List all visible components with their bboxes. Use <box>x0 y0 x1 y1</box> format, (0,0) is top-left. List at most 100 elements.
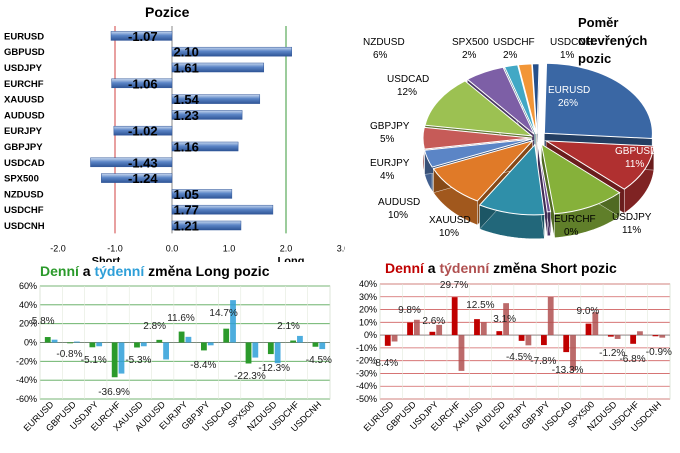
bar-daily <box>563 335 570 353</box>
short-title-rest: změna Short pozic <box>489 260 617 276</box>
pie-label-pct: 12% <box>397 87 417 98</box>
position-bar <box>171 62 265 73</box>
bar-weekly <box>503 303 509 336</box>
plot-area <box>379 283 671 400</box>
short-change-title: Denní a týdenní změna Short pozic <box>385 260 617 276</box>
y-tick-label: 60% <box>19 281 37 291</box>
bar-daily <box>451 297 458 336</box>
pie-slice-eurjpy <box>423 138 532 168</box>
pie-label-name: NZDUSD <box>363 37 405 48</box>
pie-slice-eurchf <box>537 142 552 213</box>
position-value-label: -1.43 <box>128 155 158 170</box>
pie-title-line-1: Poměr <box>578 15 619 30</box>
pie-label-name: EURCHF <box>554 214 596 225</box>
bar-weekly <box>297 335 303 343</box>
bar-daily <box>630 335 637 344</box>
value-label: 5.8% <box>32 316 55 327</box>
bar-daily <box>652 335 659 337</box>
x-tick-label: 0.0 <box>166 243 179 253</box>
position-value-label: 1.23 <box>174 108 199 123</box>
category-label: EURUSD <box>4 31 44 42</box>
bar-daily <box>384 335 391 346</box>
position-value-label: 1.16 <box>174 140 199 155</box>
y-tick-label: -40% <box>16 375 37 385</box>
bar-daily <box>290 340 297 343</box>
pie-label-pct: 10% <box>388 210 408 221</box>
x-tick-label: 1.0 <box>223 243 236 253</box>
y-tick-label: 40% <box>359 279 377 289</box>
short-title-weekly: týdenní <box>439 260 490 276</box>
pie-label-name: AUDUSD <box>378 197 420 208</box>
value-label: -8.4% <box>190 360 216 371</box>
position-bar <box>171 220 242 231</box>
y-tick-label: 30% <box>359 292 377 302</box>
bar-daily <box>156 339 163 343</box>
bar-weekly <box>73 341 80 343</box>
value-label: -0.9% <box>646 347 672 358</box>
position-value-label: -1.06 <box>128 76 158 91</box>
pie-label-name: EURUSD <box>548 85 590 96</box>
value-label: 12.5% <box>466 300 494 311</box>
pie-slice-usdcad <box>424 80 534 137</box>
bar-weekly <box>436 324 443 336</box>
y-tick-label: 40% <box>19 300 37 310</box>
bar-weekly <box>659 335 666 338</box>
pie-slice-gbpjpy <box>422 126 532 150</box>
position-bar <box>171 94 261 104</box>
pie-label-pct: 2% <box>462 50 477 61</box>
short-title-and: a <box>423 260 440 276</box>
value-label: 14.7% <box>209 308 237 319</box>
pie-title-line-3: pozic <box>578 51 612 66</box>
bar-daily <box>267 342 274 355</box>
x-tick-label: 2.0 <box>280 243 293 253</box>
bar-weekly <box>274 342 281 364</box>
bar-daily <box>518 335 525 341</box>
x-tick-label: 3.0 <box>337 243 345 253</box>
position-value-label: 1.61 <box>174 61 199 76</box>
position-bar <box>113 125 173 136</box>
value-label: 9.8% <box>398 305 421 316</box>
bar-daily <box>429 331 436 336</box>
pie-label-name: SPX500 <box>452 37 489 48</box>
pie-label-name: GBPUSD <box>615 146 657 157</box>
bar-weekly <box>185 336 192 343</box>
position-bar <box>110 31 173 41</box>
y-tick-label: -60% <box>16 394 37 404</box>
bar-weekly <box>525 335 532 346</box>
position-bar <box>171 204 274 215</box>
value-label: 2.1% <box>277 321 300 332</box>
short-title-daily: Denní <box>385 260 424 276</box>
pie-label-pct: 6% <box>373 50 388 61</box>
short-label: Short <box>92 255 121 262</box>
y-tick-label: -50% <box>356 394 377 404</box>
positions-title: Pozice <box>145 4 190 20</box>
bar-daily <box>407 322 413 336</box>
category-label: EURCHF <box>4 79 44 90</box>
position-bar <box>171 189 233 199</box>
value-label: -6.8% <box>619 354 645 365</box>
category-label: USDJPY <box>4 63 43 74</box>
long-title-daily: Denní <box>40 263 79 279</box>
pie-label-name: GBPJPY <box>370 121 410 132</box>
pie-label-name: USDJPY <box>612 212 652 223</box>
value-label: -12.3% <box>258 363 290 374</box>
bar-daily <box>474 319 480 336</box>
position-bar <box>171 46 292 57</box>
pie-slice-usdcnh <box>531 63 540 134</box>
y-tick-label: -20% <box>16 356 37 366</box>
pie-label-pct: 1% <box>560 50 575 61</box>
value-label: -5.1% <box>81 355 107 366</box>
positions-chart: EURUSD -1.07 GBPUSD 2.10 USDJPY 1.61 EURCHF -1.… <box>4 26 345 262</box>
category-label: USDCNH <box>4 221 45 232</box>
pie-title-line-2: otevřených <box>578 33 648 48</box>
position-bar <box>171 110 243 120</box>
bar-weekly <box>547 296 554 336</box>
pie-slice-usdjpy <box>540 143 621 215</box>
position-value-label: -1.07 <box>128 29 158 44</box>
category-label: GBPUSD <box>4 47 45 58</box>
pie-label-name: EURJPY <box>370 158 410 169</box>
y-tick-label: 20% <box>359 305 377 315</box>
y-tick-label: -10% <box>356 343 377 353</box>
bar-weekly <box>637 331 643 336</box>
value-label: -1.2% <box>599 348 625 359</box>
